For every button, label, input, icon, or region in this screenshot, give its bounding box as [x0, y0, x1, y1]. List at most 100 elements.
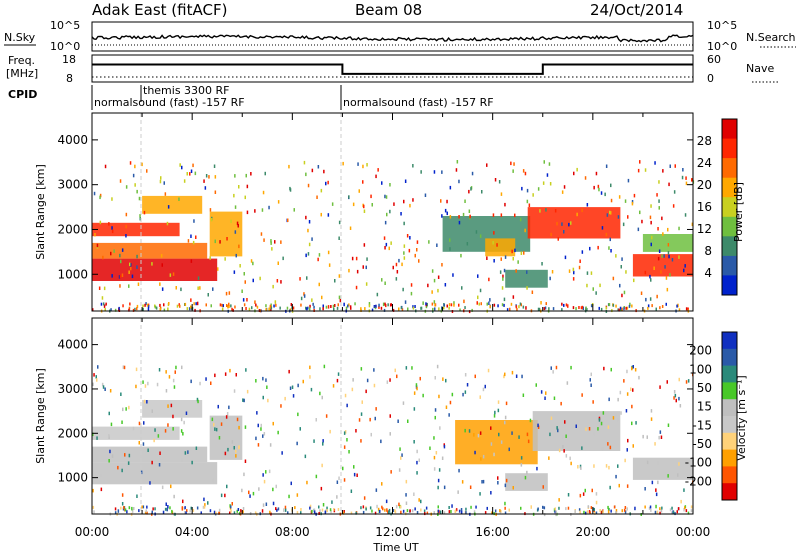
power-ground-scatter [389, 303, 392, 307]
power-speckle [246, 210, 249, 215]
power-speckle [219, 240, 221, 244]
velocity-speckle [235, 449, 237, 454]
power-speckle [597, 184, 600, 189]
power-speckle [187, 239, 190, 243]
power-speckle [190, 169, 193, 173]
velocity-speckle [309, 365, 311, 370]
power-speckle [458, 179, 460, 184]
velocity-speckle [650, 417, 653, 421]
power-ground-scatter [313, 305, 315, 309]
velocity-ground-scatter [388, 508, 391, 512]
velocity-ground-scatter [423, 509, 426, 513]
power-speckle [561, 222, 563, 226]
velocity-speckle [111, 454, 114, 458]
velocity-speckle [336, 378, 339, 383]
velocity-ground-scatter [437, 509, 440, 513]
velocity-speckle [548, 456, 550, 460]
velocity-speckle [544, 396, 546, 400]
power-speckle [668, 254, 670, 259]
velocity-speckle [380, 439, 382, 444]
velocity-speckle [500, 440, 503, 444]
power-speckle [272, 284, 274, 289]
velocity-speckle [203, 497, 205, 502]
velocity-ground-scatter [284, 505, 287, 509]
power-speckle [441, 170, 443, 174]
power-ground-scatter [665, 302, 667, 306]
velocity-speckle [451, 392, 454, 397]
velocity-speckle [135, 367, 138, 372]
power-speckle [259, 276, 261, 281]
power-ground-scatter [545, 302, 547, 306]
velocity-ground-scatter [318, 505, 320, 509]
power-speckle [166, 221, 169, 226]
velocity-speckle [92, 488, 94, 493]
velocity-ytick-label: 2000 [57, 426, 88, 440]
velocity-ground-scatter [621, 509, 623, 513]
velocity-speckle [413, 440, 415, 444]
power-speckle [139, 217, 141, 221]
power-speckle [576, 167, 578, 172]
velocity-ground-scatter [324, 510, 327, 514]
velocity-speckle [110, 422, 113, 427]
power-speckle [663, 254, 665, 258]
velocity-speckle [342, 466, 344, 471]
velocity-speckle [497, 400, 500, 404]
power-speckle [393, 202, 395, 206]
velocity-speckle [540, 390, 543, 394]
power-speckle [395, 262, 398, 267]
velocity-speckle [418, 498, 420, 502]
velocity-ground-scatter [494, 509, 497, 513]
power-speckle [362, 180, 364, 184]
power-ground-scatter [228, 304, 230, 308]
velocity-speckle [405, 366, 408, 370]
velocity-ground-scatter [661, 506, 663, 510]
velocity-speckle [592, 400, 594, 404]
beam-title: Beam 08 [355, 1, 422, 19]
velocity-speckle [255, 379, 257, 383]
power-ground-scatter [110, 308, 112, 312]
velocity-speckle [122, 365, 125, 369]
power-colorbar-swatch [722, 177, 737, 198]
power-speckle [621, 293, 623, 298]
power-speckle [584, 176, 587, 180]
velocity-speckle [224, 372, 227, 376]
velocity-speckle [146, 400, 148, 404]
power-ground-scatter [425, 305, 428, 309]
velocity-speckle [458, 468, 460, 473]
time-tick-label: 00:00 [676, 525, 711, 539]
velocity-speckle [405, 493, 407, 497]
velocity-ground-scatter [233, 511, 236, 515]
velocity-ground-scatter [607, 510, 610, 514]
velocity-speckle [593, 464, 595, 468]
power-colorbar-swatch [722, 158, 737, 179]
power-speckle [551, 270, 554, 274]
velocity-speckle [464, 373, 467, 377]
velocity-speckle [210, 381, 212, 385]
power-speckle [664, 265, 666, 269]
power-speckle [573, 270, 575, 275]
velocity-ground-scatter [586, 510, 589, 514]
velocity-speckle [607, 442, 609, 446]
power-ground-scatter [607, 303, 610, 307]
velocity-ground-scatter [114, 507, 117, 511]
power-speckle [134, 307, 136, 312]
velocity-speckle [558, 448, 561, 453]
power-speckle [605, 232, 608, 237]
velocity-speckle [585, 427, 587, 431]
power-ground-scatter [322, 307, 324, 311]
power-speckle [512, 257, 514, 261]
power-ground-scatter [407, 307, 409, 311]
velocity-speckle [674, 393, 677, 398]
velocity-speckle [265, 470, 267, 474]
power-ground-scatter [510, 302, 513, 306]
power-ground-scatter [190, 305, 192, 309]
velocity-speckle [617, 397, 619, 402]
velocity-speckle [593, 432, 595, 436]
power-speckle [274, 240, 276, 244]
velocity-speckle [229, 368, 231, 373]
velocity-speckle [100, 473, 102, 478]
velocity-speckle [687, 379, 690, 383]
power-speckle [523, 251, 525, 255]
x-axis-title: Time UT [372, 541, 418, 554]
velocity-speckle [309, 504, 312, 509]
